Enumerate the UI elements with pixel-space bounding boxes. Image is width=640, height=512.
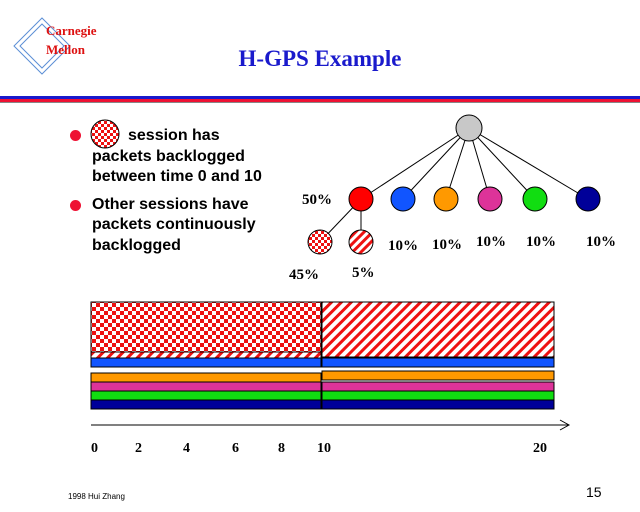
bullet-2-line-3: backlogged bbox=[92, 237, 181, 254]
tick-label: 4 bbox=[183, 441, 190, 456]
share-label-child-1: 50% bbox=[302, 192, 332, 208]
edge-root-child-6 bbox=[468, 127, 589, 200]
time-axis-arrow-icon bbox=[559, 419, 571, 431]
navy-session-block-0-10 bbox=[90, 399, 322, 410]
footer-credit: 1998 Hui Zhang bbox=[68, 492, 125, 501]
blue-session-block-10-20 bbox=[321, 357, 555, 368]
grandchild-node-checkered bbox=[307, 229, 333, 255]
checkered-session-block-0-10 bbox=[90, 301, 322, 353]
share-label-grandchild-1: 45% bbox=[289, 267, 319, 283]
green-session-block-0-10 bbox=[90, 390, 322, 401]
hgps-tree bbox=[307, 114, 601, 255]
root-node bbox=[455, 114, 483, 142]
bullet-dot-2 bbox=[70, 200, 81, 211]
share-label-child-6: 10% bbox=[586, 234, 616, 250]
child-node-1 bbox=[348, 186, 374, 212]
pink-session-block-10-20 bbox=[321, 381, 555, 392]
share-label-child-4: 10% bbox=[476, 234, 506, 250]
title-rule-blue bbox=[0, 96, 640, 99]
child-node-4 bbox=[477, 186, 503, 212]
child-node-2 bbox=[390, 186, 416, 212]
share-label-grandchild-2: 5% bbox=[352, 265, 375, 281]
title-rule-red bbox=[0, 99, 640, 102]
pink-session-block-0-10 bbox=[90, 381, 322, 392]
logo-diamond-icon bbox=[13, 17, 71, 75]
orange-session-block-10-20 bbox=[321, 370, 555, 381]
tick-label: 2 bbox=[135, 441, 142, 456]
child-node-3 bbox=[433, 186, 459, 212]
logo-line-2: Mellon bbox=[46, 42, 85, 57]
grandchild-node-striped bbox=[348, 229, 374, 255]
share-label-child-2: 10% bbox=[388, 238, 418, 254]
child-node-5 bbox=[522, 186, 548, 212]
tick-label: 10 bbox=[317, 441, 331, 456]
child-node-6 bbox=[575, 186, 601, 212]
blue-session-block-0-10 bbox=[90, 357, 322, 368]
green-session-block-10-20 bbox=[321, 390, 555, 401]
bullet-2-line-2: packets continuously bbox=[92, 216, 256, 233]
orange-session-block-0-10 bbox=[90, 372, 322, 383]
share-label-child-5: 10% bbox=[526, 234, 556, 250]
bullet-1-line-3: between time 0 and 10 bbox=[92, 168, 262, 185]
checkered-session-icon bbox=[90, 119, 120, 149]
bullet-dot-1 bbox=[70, 130, 81, 141]
bandwidth-timeline bbox=[90, 301, 571, 431]
tick-label: 8 bbox=[278, 441, 285, 456]
tick-label: 0 bbox=[91, 441, 98, 456]
logo-line-1: Carnegie bbox=[46, 23, 97, 38]
striped-session-block-0-10 bbox=[90, 351, 322, 359]
page-number: 15 bbox=[586, 484, 602, 500]
bullet-1-line-1: session has bbox=[128, 127, 220, 144]
edge-root-child-1 bbox=[360, 127, 470, 200]
bullet-2-line-1: Other sessions have bbox=[92, 196, 249, 213]
edge-root-child-2 bbox=[402, 127, 470, 200]
edge-root-child-5 bbox=[468, 127, 536, 200]
tick-label: 6 bbox=[232, 441, 239, 456]
tick-label: 20 bbox=[533, 441, 547, 456]
slide-title: H-GPS Example bbox=[238, 46, 402, 71]
cmu-logo bbox=[12, 16, 74, 76]
navy-session-block-10-20 bbox=[321, 399, 555, 410]
title-rule-gray bbox=[0, 102, 640, 103]
striped-session-block-10-20 bbox=[321, 301, 555, 358]
share-label-child-3: 10% bbox=[432, 237, 462, 253]
bullet-1-line-2: packets backlogged bbox=[92, 148, 245, 165]
